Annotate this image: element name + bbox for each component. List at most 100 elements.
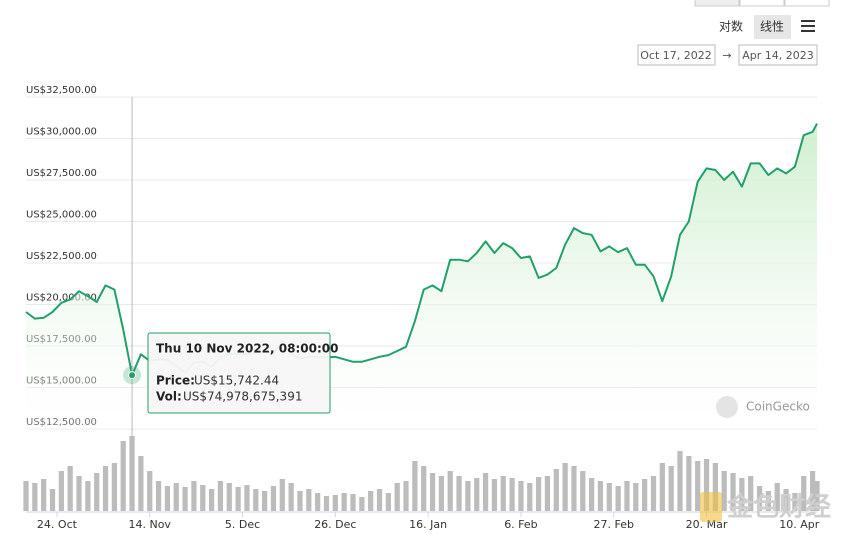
volume-bar [624, 481, 630, 511]
volume-bar [500, 476, 506, 511]
volume-bar [703, 459, 710, 511]
volume-bar [774, 483, 780, 511]
volume-bar [200, 485, 206, 511]
x-tick-label: 6. Feb [504, 518, 537, 531]
volume-bar [32, 483, 38, 511]
volume-bar [253, 489, 259, 511]
volume-bar [226, 483, 232, 511]
x-tick-label: 27. Feb [593, 518, 633, 531]
volume-bar [765, 491, 771, 511]
date-input[interactable] [637, 44, 716, 66]
volume-bar [695, 461, 701, 511]
volume-bar [597, 481, 604, 511]
volume-bar [447, 471, 453, 511]
date-input[interactable] [738, 44, 818, 66]
volume-bar [571, 466, 577, 511]
volume-bar [376, 489, 383, 511]
tooltip-vol-label: Vol: [156, 390, 182, 404]
volume-bar [615, 486, 621, 511]
volume-bar [41, 479, 47, 511]
volume-bar [155, 481, 162, 511]
log-button[interactable]: 对数 [719, 19, 743, 34]
x-tick-label: 5. Dec [225, 518, 260, 531]
x-tick-label: 16. Jan [409, 518, 447, 531]
volume-bar [633, 483, 639, 511]
volume-bar [368, 491, 374, 511]
linear-button-bg[interactable] [754, 15, 791, 39]
volume-bar [491, 479, 498, 511]
volume-bar [465, 481, 471, 511]
area [26, 123, 817, 429]
volume-bar [208, 489, 215, 511]
volume-bar [739, 478, 745, 511]
volume-bar [814, 481, 820, 511]
volume-bar [606, 483, 612, 511]
volume-bar [323, 496, 330, 511]
volume-bar [270, 486, 277, 511]
volume-bar [589, 478, 595, 511]
overlay-text: 金色财经 [726, 492, 831, 523]
y-tick-label: US$27,500.00 [26, 168, 97, 179]
volume-bar [721, 471, 727, 511]
volume-bar [518, 481, 524, 511]
volume-bar [341, 493, 347, 511]
date-from[interactable]: Oct 17, 2022 [640, 49, 712, 62]
volume-bar [332, 495, 338, 511]
volume-bar [350, 494, 356, 511]
y-tick-label: US$25,000.00 [26, 210, 97, 221]
y-tick-label: US$20,000.00 [26, 293, 97, 304]
x-tick-label: 10. Apr [779, 518, 819, 531]
volume-bar [421, 466, 427, 511]
x-tick-label: 26. Dec [314, 518, 356, 531]
y-tick-label: US$32,500.00 [26, 85, 97, 96]
volume-bar [359, 497, 365, 511]
volume-bar [182, 487, 188, 511]
volume-bar [297, 491, 303, 511]
y-tick-label: US$22,500.00 [26, 251, 97, 262]
button[interactable] [784, 0, 830, 7]
volume-bar [94, 473, 100, 511]
volume-bar [288, 483, 294, 511]
volume-bar [85, 481, 91, 511]
volume-bar [58, 471, 64, 511]
button[interactable] [694, 0, 740, 7]
volume-bar [102, 466, 109, 511]
volume-bar [23, 481, 29, 511]
linear-button[interactable]: 线性 [760, 20, 784, 34]
watermark: CoinGecko [746, 400, 810, 414]
volume-bar [138, 456, 144, 511]
volume-bar [67, 466, 73, 511]
volume-bar [580, 471, 586, 511]
volume-bar [677, 451, 683, 511]
volume-bar [438, 476, 444, 511]
volume-bar [76, 476, 82, 511]
tooltip-price-label: Price: [156, 374, 195, 388]
volume-bar [748, 476, 754, 511]
volume-bar [412, 461, 418, 511]
volume-bar [544, 476, 551, 511]
volume-bar [111, 463, 117, 511]
volume-bar [650, 476, 657, 511]
volume-bar [429, 473, 436, 511]
tooltip: Thu 10 Nov 2022, 08:00:00 Price: US$15,7… [147, 332, 338, 414]
volume-bar [262, 491, 268, 511]
volume-bar [801, 476, 807, 511]
x-tick-label: 24. Oct [37, 518, 78, 531]
button[interactable] [739, 0, 785, 7]
volume-bar [403, 481, 409, 511]
date-to[interactable]: Apr 14, 2023 [742, 49, 814, 62]
watermark-logo [716, 396, 738, 418]
volume-bar [730, 473, 736, 511]
tooltip-box [147, 332, 331, 414]
volume-bar [527, 483, 533, 511]
tooltip-vol: US$74,978,675,391 [183, 390, 302, 404]
volume-bar [164, 486, 171, 511]
volume-bar [659, 463, 665, 511]
volume-bar [385, 493, 391, 511]
menu-icon[interactable] [801, 20, 815, 32]
volume-bar [474, 478, 480, 511]
hover-point [128, 371, 137, 380]
volume-bar [562, 463, 568, 511]
y-tick-label: US$30,000.00 [26, 127, 97, 138]
volume-bar [147, 471, 153, 511]
